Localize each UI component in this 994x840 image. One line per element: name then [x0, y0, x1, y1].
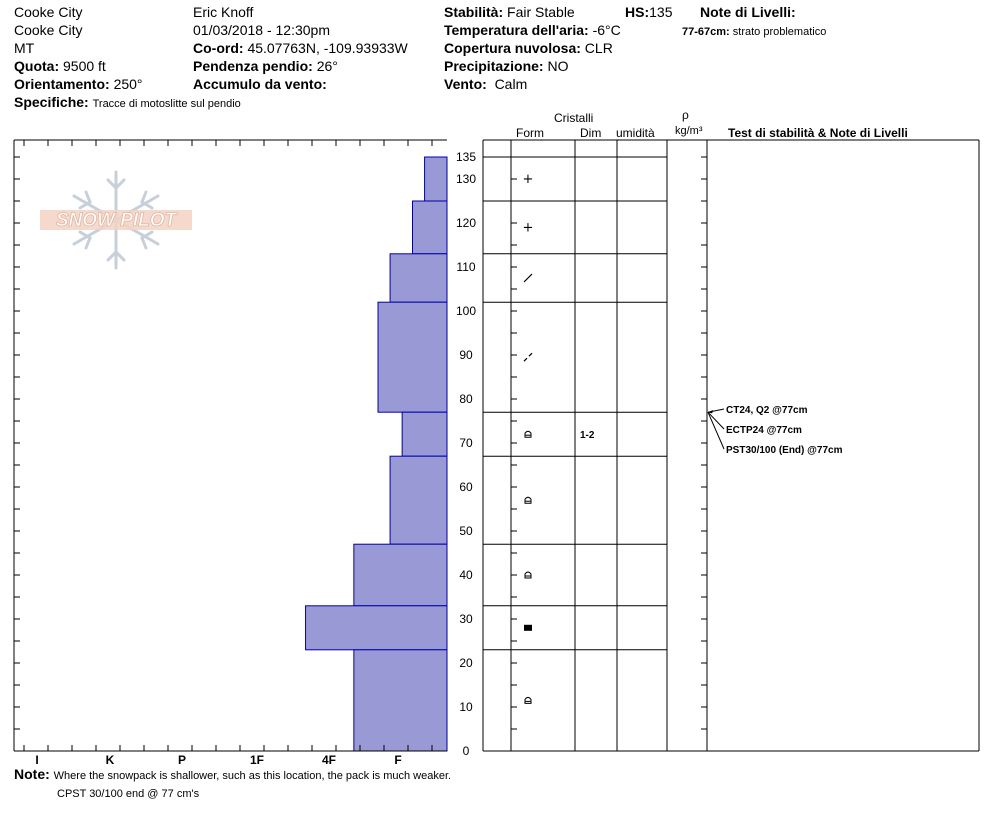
hardness-label: 1F [250, 753, 264, 767]
depth-label: 135 [456, 150, 476, 164]
depth-label: 90 [459, 348, 473, 362]
coordinates: Co-ord: 45.07763N, -109.93933W [193, 40, 408, 56]
stability-test-label: PST30/100 (End) @77cm [726, 445, 843, 456]
notes: Note: Where the snowpack is shallower, s… [14, 766, 452, 782]
form-header: Form [516, 126, 544, 140]
stability: Stabilità: Fair Stable [444, 4, 575, 20]
stability-test-label: ECTP24 @77cm [726, 425, 802, 436]
elevation: Quota: 9500 ft [14, 58, 106, 74]
depth-label: 60 [459, 480, 473, 494]
hardness-bar [305, 605, 448, 651]
hardness-bar [424, 156, 448, 202]
depth-hoar-icon [524, 696, 532, 704]
hardness-bar [389, 253, 448, 303]
notes-line-2: CPST 30/100 end @ 77 cm's [57, 788, 200, 800]
aspect: Orientamento: 250° [14, 76, 143, 92]
depth-hoar-icon [524, 496, 532, 504]
depth-label: 0 [463, 744, 470, 758]
hardness-label: P [178, 753, 186, 767]
datetime: 01/03/2018 - 12:30pm [193, 22, 330, 38]
observer: Eric Knoff [193, 4, 254, 20]
density-unit-header: kg/m³ [675, 125, 703, 137]
wind-loading: Accumulo da vento: [193, 76, 327, 92]
moisture-header: umidità [616, 126, 655, 140]
layer-note: 77-67cm: strato problematico [682, 26, 827, 38]
grain-size-label: 1-2 [580, 430, 595, 441]
depth-label: 130 [456, 172, 476, 186]
hardness-bar [412, 200, 448, 255]
size-header: Dim [580, 126, 602, 140]
precipitation-particle-icon: + [523, 220, 534, 235]
crystals-header: Cristalli [554, 111, 594, 125]
hardness-bar [389, 455, 448, 545]
rounded-fragment-icon [528, 352, 533, 357]
state: MT [14, 40, 35, 56]
hardness-bar [353, 649, 448, 752]
depth-label: 120 [456, 216, 476, 230]
hardness-bar [377, 301, 448, 413]
precipitation-particle-icon: + [523, 172, 534, 187]
hardness-bar [353, 543, 448, 607]
snowpilot-logo: SNOW PILOT [40, 170, 192, 270]
hardness-label: K [106, 753, 115, 767]
depth-label: 110 [456, 260, 475, 274]
specifics: Specifiche: Tracce di motoslitte sul pen… [14, 94, 241, 110]
hardness-label: I [35, 753, 38, 767]
faceted-crystal-icon [524, 624, 532, 631]
test-pointer [707, 412, 725, 450]
decomposed-fragment-icon [523, 273, 533, 283]
stability-test-label: CT24, Q2 @77cm [726, 405, 808, 416]
depth-label: 20 [459, 656, 473, 670]
precipitation: Precipitazione: NO [444, 58, 569, 74]
depth-label: 100 [456, 304, 476, 318]
depth-label: 80 [459, 392, 473, 406]
location-1: Cooke City [14, 4, 83, 20]
depth-label: 40 [459, 568, 473, 582]
slope-angle: Pendenza pendio: 26° [193, 58, 338, 74]
air-temperature: Temperatura dell'aria: -6°C [444, 22, 621, 38]
sky-cover: Copertura nuvolosa: CLR [444, 40, 613, 56]
depth-label: 50 [459, 524, 473, 538]
hardness-label: F [394, 753, 401, 767]
test-pointer [707, 411, 725, 430]
location-2: Cooke City [14, 22, 83, 38]
wind: Vento: Calm [444, 76, 528, 92]
rounded-fragment-icon [523, 357, 528, 362]
hardness-bar [401, 411, 448, 457]
depth-label: 10 [459, 700, 473, 714]
svg-text:SNOW PILOT: SNOW PILOT [56, 210, 178, 231]
depth-hoar-icon [524, 571, 532, 579]
depth-hoar-icon [524, 430, 532, 438]
arrow-icon [708, 410, 713, 414]
depth-label: 70 [459, 436, 473, 450]
depth-label: 30 [459, 612, 473, 626]
rho-header: ρ [682, 108, 689, 122]
hardness-label: 4F [322, 753, 336, 767]
tests-notes-header: Test di stabilità & Note di Livelli [728, 126, 908, 140]
snow-height: HS:135 [625, 4, 673, 20]
layer-notes-title: Note di Livelli: [700, 4, 796, 20]
